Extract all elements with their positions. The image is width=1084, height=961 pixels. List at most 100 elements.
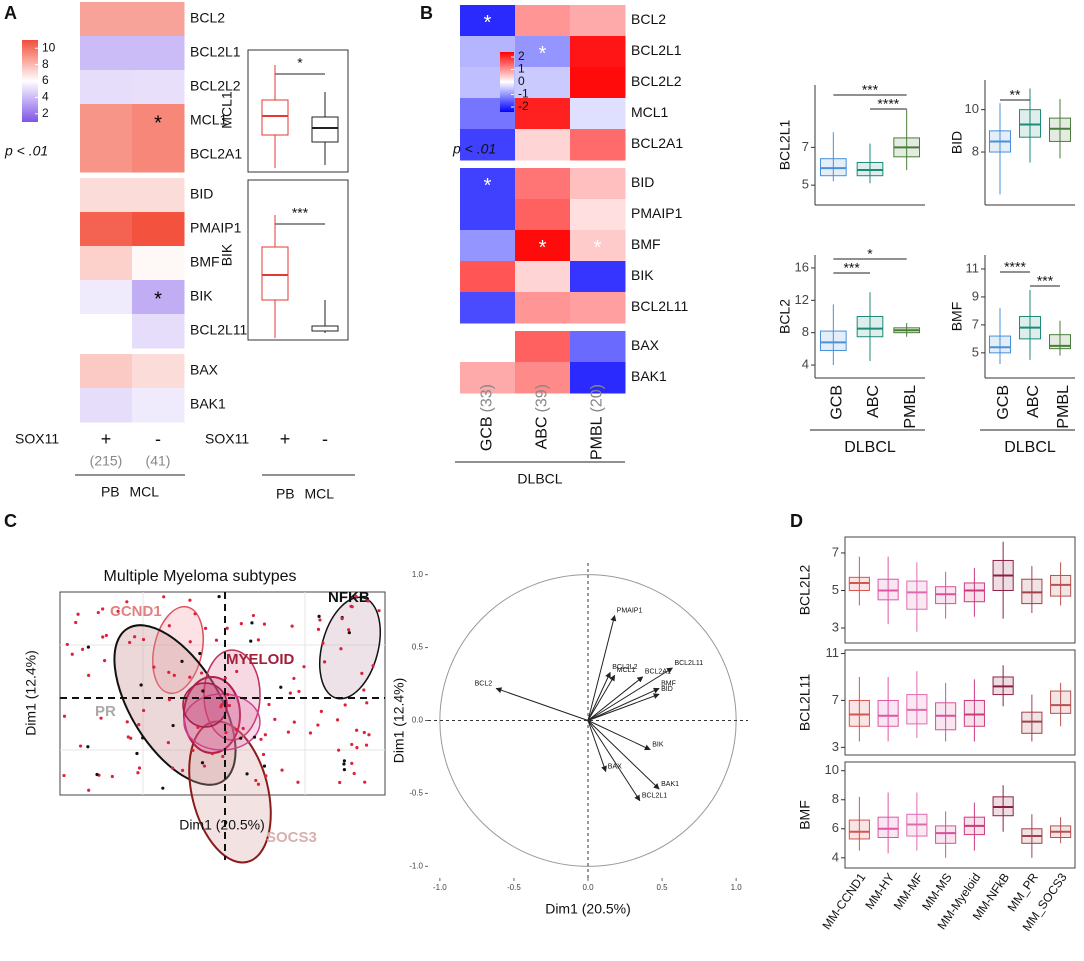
colorbar-label: 1 (518, 62, 525, 76)
sample-dot (101, 607, 105, 611)
sample-dot (136, 771, 140, 775)
sample-dot (217, 594, 221, 599)
colorbar (22, 40, 38, 122)
y-label: BCL2L2 (797, 564, 813, 615)
heat-cell (570, 36, 626, 68)
sample-dot (102, 658, 107, 663)
heat-cell (460, 261, 516, 293)
x-tick-label: MM-CCND1 (819, 870, 868, 932)
heat-cell (515, 331, 571, 363)
sample-dot (203, 626, 208, 630)
sample-dot (167, 624, 171, 628)
sample-dot (251, 613, 256, 618)
y-label: BID (949, 131, 965, 154)
loading-label: BID (661, 686, 673, 693)
y-tick-label: 5 (972, 344, 979, 359)
y-tick-label: 11 (826, 645, 840, 660)
sample-dot (74, 620, 78, 625)
heat-cell (460, 362, 516, 394)
loading-arrow (587, 720, 641, 802)
y-tick-label: 7 (972, 316, 979, 331)
loading-label: BCL2 (475, 680, 493, 687)
sample-dot (292, 720, 296, 724)
y-label: BMF (797, 800, 813, 830)
sample-dot (193, 612, 197, 616)
sample-dot (210, 751, 214, 756)
column-label: + (101, 429, 112, 449)
group-label: PB MCL (101, 484, 159, 500)
sample-dot (161, 786, 165, 790)
sample-dot (226, 692, 230, 697)
sample-dot (96, 610, 100, 615)
annotation: p < .01 (4, 143, 48, 159)
sample-dot (135, 751, 139, 756)
cell-star: * (154, 288, 162, 310)
sample-dot (365, 701, 369, 705)
heat-cell (460, 168, 516, 200)
group-label: DLBCL (517, 471, 562, 487)
sample-dot (133, 635, 137, 639)
sample-dot (262, 622, 267, 626)
row-label: BCL2L2 (631, 73, 682, 89)
sample-dot (252, 735, 257, 739)
heat-cell (80, 104, 133, 139)
heat-cell (132, 314, 185, 349)
y-label: Dim1 (12.4%) (23, 650, 39, 736)
column-label: PMBL (20) (589, 384, 606, 460)
row-label: BMF (190, 254, 220, 270)
sample-dot (360, 671, 364, 675)
sample-dot (137, 723, 141, 727)
heat-cell (570, 168, 626, 200)
sample-dot (241, 726, 245, 731)
heat-cell (80, 2, 133, 37)
colorbar-label: 4 (42, 90, 49, 104)
heat-cell (132, 70, 185, 105)
sample-dot (273, 717, 277, 721)
y-tick-label: 8 (802, 324, 809, 339)
x-label: DLBCL (1004, 439, 1056, 456)
ellipse (182, 682, 228, 728)
heat-cell (515, 230, 571, 262)
sample-dot (99, 716, 103, 720)
column-label: ABC (39) (534, 384, 551, 449)
x-label: - (322, 429, 328, 449)
sample-dot (264, 774, 268, 778)
sample-dot (167, 698, 172, 702)
heat-cell (132, 104, 185, 139)
sample-dot (256, 782, 261, 786)
sample-dot (62, 714, 67, 718)
ellipse (183, 693, 261, 751)
sample-dot (339, 647, 343, 651)
sig-label: ** (1010, 87, 1021, 103)
loading-arrow (587, 667, 673, 721)
y-label: BCL2 (777, 299, 793, 334)
sample-dot (279, 685, 283, 689)
sample-dot (129, 736, 133, 740)
sample-dot (116, 609, 120, 613)
x-label: Dim1 (20.5%) (179, 817, 265, 833)
heat-cell (80, 388, 133, 423)
heat-cell (570, 199, 626, 231)
x-tick-label: -0.5 (507, 883, 521, 892)
sample-dot (128, 640, 132, 645)
y-tick-label: 7 (802, 139, 809, 154)
y-tick-label: 3 (832, 619, 839, 634)
row-label: BCL2L11 (631, 298, 689, 314)
loading-arrow (587, 720, 651, 751)
heat-cell (132, 388, 185, 423)
box (906, 580, 928, 610)
cell-star: * (484, 175, 492, 197)
sample-dot (142, 708, 146, 713)
y-tick-label: -0.5 (409, 789, 423, 798)
y-tick-label: 5 (832, 582, 839, 597)
heat-cell (132, 354, 185, 389)
sample-dot (196, 725, 200, 729)
column-name: ABC (534, 416, 551, 449)
sample-dot (377, 609, 381, 613)
y-tick-label: 5 (802, 177, 809, 192)
sample-dot (316, 627, 321, 631)
heat-cell (570, 362, 626, 394)
sample-dot (188, 640, 192, 644)
sample-dot (80, 647, 85, 651)
loading-label: BCL2A1 (645, 669, 671, 676)
